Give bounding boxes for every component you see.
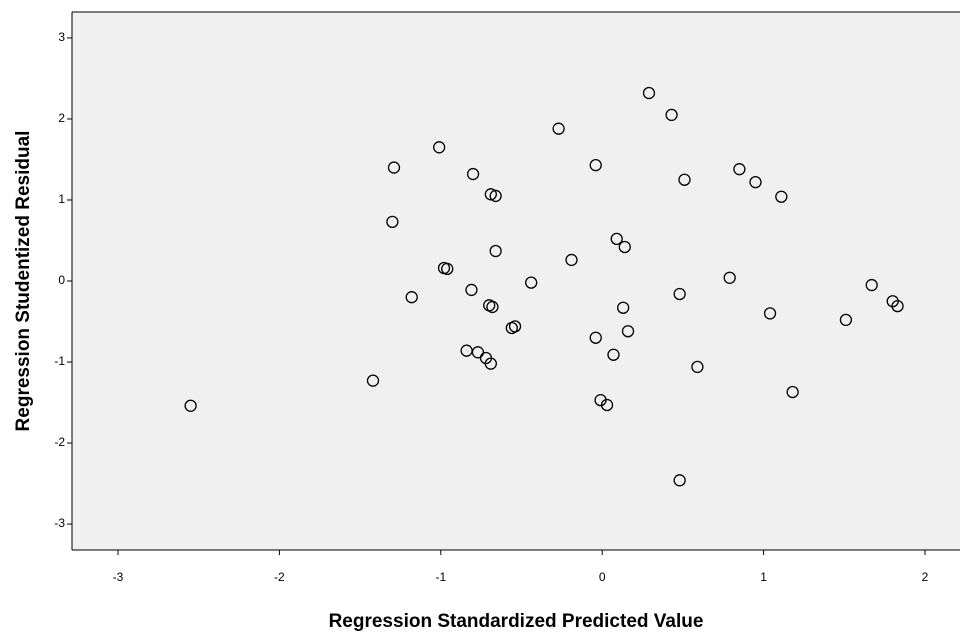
x-tick-label: -2 — [274, 570, 285, 584]
point — [489, 189, 502, 203]
x-tick-label: -3 — [113, 570, 124, 584]
point — [865, 278, 878, 292]
point — [466, 167, 480, 181]
point — [589, 331, 602, 344]
point — [525, 276, 538, 289]
point — [763, 307, 777, 320]
x-tick-label: 1 — [760, 570, 767, 584]
point — [610, 232, 623, 246]
point — [484, 188, 497, 201]
point — [673, 474, 686, 487]
point — [621, 325, 635, 338]
point — [465, 283, 478, 297]
point — [723, 271, 736, 284]
y-tick-label: 0 — [58, 273, 65, 287]
point — [678, 173, 691, 186]
point — [589, 158, 602, 172]
point — [749, 176, 762, 189]
point — [775, 190, 788, 203]
plot-area — [72, 12, 960, 550]
point — [441, 262, 454, 275]
y-axis-title: Regression Studentized Residual — [13, 131, 34, 432]
y-tick-label: -3 — [54, 516, 65, 530]
y-tick-label: 1 — [58, 192, 65, 206]
x-axis-title: Regression Standardized Predicted Value — [329, 611, 704, 632]
point — [386, 215, 399, 229]
x-tick-label: 0 — [599, 570, 606, 584]
point — [366, 374, 380, 387]
point — [433, 141, 446, 154]
point — [617, 301, 630, 314]
point — [508, 320, 522, 333]
y-tick-label: 2 — [58, 111, 65, 125]
point — [484, 357, 497, 370]
point — [607, 348, 620, 361]
point — [184, 399, 197, 412]
point — [486, 300, 499, 314]
y-tick-label: 3 — [58, 30, 65, 44]
point — [733, 163, 746, 176]
point — [405, 291, 418, 304]
point — [691, 360, 704, 374]
point — [839, 313, 853, 327]
y-tick-label: -2 — [54, 435, 65, 449]
point — [891, 299, 904, 313]
point — [786, 385, 799, 399]
x-tick-label: 2 — [922, 570, 929, 584]
x-tick-label: -1 — [435, 570, 446, 584]
point — [552, 122, 565, 135]
point — [665, 108, 678, 122]
point — [600, 398, 614, 412]
point — [489, 244, 502, 258]
point — [618, 240, 631, 254]
point — [387, 161, 401, 174]
point — [471, 346, 485, 359]
point — [642, 86, 656, 100]
point — [565, 253, 578, 267]
point — [673, 287, 686, 301]
y-tick-label: -1 — [54, 354, 65, 368]
